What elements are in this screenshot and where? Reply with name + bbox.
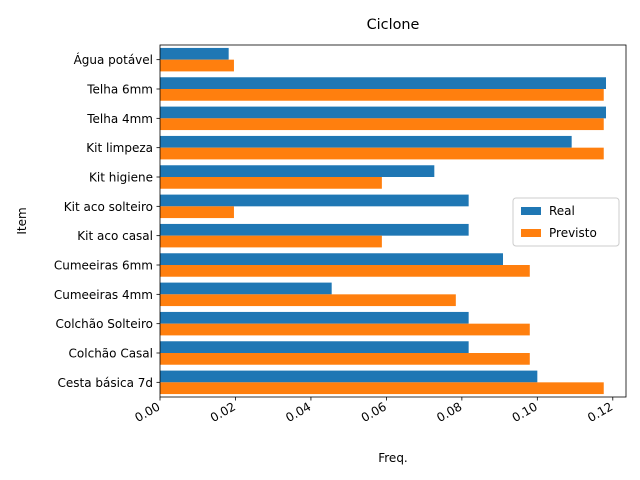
legend-label-previsto: Previsto — [549, 226, 597, 240]
plot-frame — [159, 44, 627, 398]
bar-real-11 — [160, 47, 229, 60]
y-tick-label: Kit higiene — [89, 171, 153, 185]
bar-previsto-8 — [160, 147, 604, 160]
bar-previsto-3 — [160, 294, 456, 307]
bars-group — [160, 47, 607, 395]
y-tick-label: Telha 6mm — [86, 83, 153, 97]
bar-previsto-7 — [160, 177, 382, 189]
bar-previsto-11 — [160, 59, 234, 72]
bar-real-6 — [160, 194, 469, 207]
bar-real-5 — [160, 223, 469, 236]
bar-previsto-10 — [160, 89, 604, 101]
bar-real-7 — [160, 165, 435, 177]
bar-previsto-6 — [160, 206, 234, 219]
y-tick-label: Cesta básica 7d — [58, 376, 153, 390]
bar-real-4 — [160, 253, 503, 265]
bar-previsto-2 — [160, 323, 530, 336]
bar-previsto-4 — [160, 265, 530, 277]
y-tick-label: Kit aco solteiro — [64, 200, 153, 214]
legend-swatch-real — [521, 207, 541, 215]
legend-label-real: Real — [549, 204, 575, 218]
x-axis-label: Freq. — [378, 451, 408, 465]
y-tick-label: Kit limpeza — [86, 141, 153, 155]
legend-swatch-previsto — [521, 229, 541, 237]
y-tick-label: Colchão Solteiro — [56, 317, 154, 331]
y-tick-label: Colchão Casal — [69, 347, 153, 361]
bar-real-10 — [160, 77, 607, 89]
y-tick-label: Cumeeiras 6mm — [54, 259, 153, 273]
y-axis-label: Item — [15, 207, 29, 234]
bar-previsto-0 — [160, 382, 604, 395]
legend: Real Previsto — [512, 197, 620, 247]
bar-previsto-1 — [160, 353, 530, 365]
y-tick-label: Kit aco casal — [77, 229, 153, 243]
y-ticks-group: Cesta básica 7d Colchão Casal Colchão Solt… — [54, 52, 160, 390]
chart-title: Ciclone — [367, 17, 420, 33]
y-tick-label: Água potável — [74, 52, 153, 67]
bar-real-0 — [160, 370, 538, 383]
bar-real-9 — [160, 106, 607, 119]
bar-real-2 — [160, 311, 469, 324]
bar-real-1 — [160, 341, 469, 353]
bar-real-8 — [160, 135, 572, 148]
y-tick-label: Telha 4mm — [86, 112, 153, 126]
bar-previsto-9 — [160, 118, 604, 131]
y-tick-label: Cumeeiras 4mm — [54, 288, 153, 302]
bar-previsto-5 — [160, 235, 382, 248]
bar-real-3 — [160, 282, 332, 295]
